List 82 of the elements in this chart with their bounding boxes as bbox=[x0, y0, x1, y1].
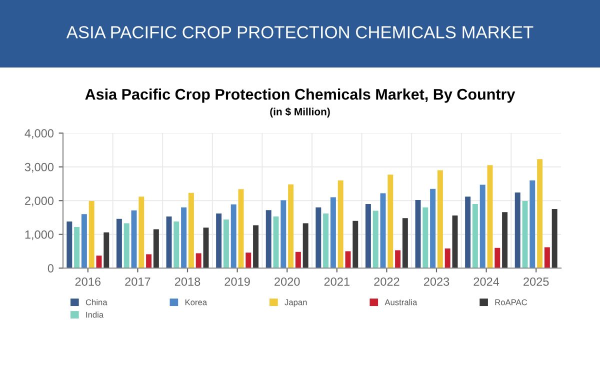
bar bbox=[174, 222, 180, 268]
bar bbox=[188, 192, 194, 268]
bar bbox=[230, 204, 236, 268]
bar bbox=[537, 159, 543, 268]
bar bbox=[415, 200, 421, 268]
bar bbox=[81, 214, 87, 268]
bar bbox=[365, 204, 371, 268]
bar bbox=[216, 213, 222, 268]
bar bbox=[395, 250, 401, 268]
bar bbox=[74, 226, 80, 268]
y-tick-label: 3,000 bbox=[24, 162, 54, 173]
bar bbox=[196, 253, 202, 268]
legend-label: Australia bbox=[384, 299, 418, 306]
legend-label: RoAPAC bbox=[495, 299, 528, 306]
bar bbox=[246, 252, 252, 268]
bar bbox=[266, 210, 272, 268]
chart-title: ASIA PACIFIC CROP PROTECTION CHEMICALS MARKET bbox=[66, 26, 534, 38]
bar bbox=[380, 193, 386, 268]
bar bbox=[338, 180, 344, 268]
y-tick-label: 2,000 bbox=[25, 196, 54, 206]
bar bbox=[544, 247, 550, 268]
bar bbox=[316, 207, 322, 268]
bar bbox=[181, 207, 187, 268]
bar bbox=[465, 196, 471, 268]
bar bbox=[223, 220, 229, 268]
bar bbox=[352, 220, 358, 268]
bar bbox=[480, 184, 486, 268]
bar bbox=[124, 223, 130, 268]
bar bbox=[530, 180, 536, 268]
x-tick-label: 2023 bbox=[424, 277, 450, 286]
bar bbox=[437, 170, 443, 268]
bar bbox=[273, 216, 279, 268]
bar bbox=[444, 248, 450, 268]
bar bbox=[131, 210, 137, 268]
bar bbox=[372, 210, 378, 268]
x-tick-label: 2025 bbox=[524, 277, 549, 286]
x-tick-label: 2024 bbox=[474, 277, 500, 286]
bar bbox=[288, 184, 294, 268]
bar bbox=[494, 248, 500, 268]
bar bbox=[430, 188, 436, 268]
bar bbox=[203, 228, 209, 268]
y-tick-label: 1,000 bbox=[25, 230, 54, 240]
bar bbox=[238, 189, 244, 268]
bar bbox=[487, 165, 493, 268]
bar bbox=[302, 223, 308, 268]
x-tick-label: 2018 bbox=[174, 277, 200, 286]
bar bbox=[166, 216, 172, 268]
chart-subtitle: Asia Pacific Crop Protection Chemicals Market, By Country bbox=[85, 88, 516, 103]
text: (in $ Million) bbox=[270, 108, 330, 118]
bar bbox=[422, 207, 428, 268]
x-tick-label: 2017 bbox=[125, 277, 150, 286]
x-tick-label: 2020 bbox=[274, 277, 300, 286]
legend-label: Korea bbox=[185, 299, 208, 306]
bar bbox=[66, 222, 72, 268]
bar bbox=[323, 213, 329, 268]
bar bbox=[472, 204, 478, 268]
bar bbox=[330, 197, 336, 268]
bar bbox=[514, 192, 520, 268]
bar bbox=[280, 200, 286, 268]
bar bbox=[295, 252, 301, 268]
legend-label: India bbox=[86, 312, 104, 318]
bar bbox=[146, 254, 152, 268]
bar bbox=[153, 229, 159, 268]
bar bbox=[402, 218, 408, 268]
x-tick-label: 2016 bbox=[75, 277, 101, 286]
y-tick-label: 4,000 bbox=[24, 129, 54, 139]
x-tick-label: 2019 bbox=[224, 277, 250, 286]
x-tick-label: 2021 bbox=[324, 277, 350, 286]
bar bbox=[452, 215, 458, 268]
bar bbox=[116, 218, 122, 268]
bar bbox=[104, 232, 110, 268]
x-tick-label: 2022 bbox=[374, 277, 400, 286]
bar bbox=[388, 174, 394, 268]
y-tick-label: 0 bbox=[48, 264, 54, 273]
bar bbox=[522, 200, 528, 268]
bar bbox=[253, 225, 259, 268]
legend-label: Japan bbox=[284, 299, 307, 307]
bar bbox=[138, 196, 144, 268]
legend-label: China bbox=[86, 299, 108, 306]
bar bbox=[552, 209, 558, 268]
bar bbox=[88, 200, 94, 268]
bar bbox=[502, 212, 508, 268]
